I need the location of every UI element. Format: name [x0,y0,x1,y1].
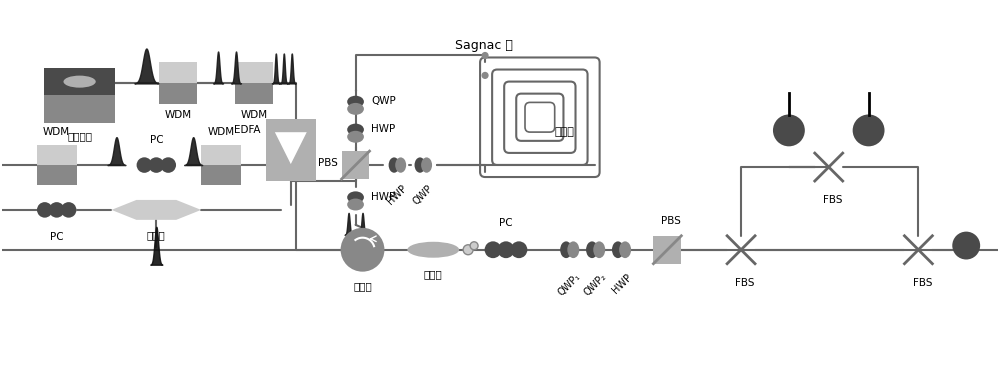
Text: WDM: WDM [43,127,70,137]
Circle shape [137,157,152,173]
Circle shape [485,241,501,258]
Ellipse shape [347,131,364,143]
Bar [235,83,273,104]
Text: HWP: HWP [371,124,396,134]
Circle shape [481,52,489,59]
Text: Sagnac 环: Sagnac 环 [455,39,513,52]
Bar [653,236,681,264]
Bar [159,62,197,83]
Text: HWP: HWP [610,272,633,295]
Polygon shape [860,130,877,145]
Ellipse shape [567,241,579,258]
Text: 延时线: 延时线 [147,230,166,240]
Ellipse shape [612,241,624,258]
Text: WDM: WDM [240,110,268,120]
Bar [159,83,197,104]
Ellipse shape [347,191,364,203]
Bar [235,62,273,83]
Text: HWP: HWP [386,183,409,206]
Ellipse shape [63,76,96,88]
Ellipse shape [593,241,605,258]
Text: FBS: FBS [913,278,932,288]
Ellipse shape [347,103,364,115]
Circle shape [37,202,53,218]
Circle shape [498,241,514,258]
Polygon shape [959,246,974,258]
Circle shape [160,157,176,173]
Text: EDFA: EDFA [234,125,261,135]
Text: FBS: FBS [823,195,842,205]
Text: WDM: WDM [208,127,235,137]
Polygon shape [780,130,798,145]
Bar [44,68,115,95]
Text: QWP₁: QWP₁ [557,272,583,298]
Ellipse shape [619,241,631,258]
Text: PC: PC [150,135,163,145]
Circle shape [149,157,164,173]
Ellipse shape [421,157,432,173]
Text: PC: PC [499,218,513,228]
Circle shape [463,245,473,255]
Bar [201,165,241,185]
Circle shape [481,72,489,79]
Ellipse shape [586,241,598,258]
Ellipse shape [415,157,425,173]
Text: PBS: PBS [318,158,338,168]
Bar [201,145,241,165]
Circle shape [49,202,64,218]
Circle shape [511,241,527,258]
Bar [37,165,77,185]
Bar [342,151,369,179]
Polygon shape [275,132,307,164]
Text: 滤波器: 滤波器 [424,270,443,280]
Ellipse shape [395,157,406,173]
Text: FBS: FBS [735,278,755,288]
Circle shape [853,115,885,146]
Text: QWP: QWP [371,96,396,106]
Bar [266,119,316,181]
Text: QWP₂: QWP₂ [583,272,609,298]
Circle shape [61,202,76,218]
Bar [37,145,77,165]
Ellipse shape [389,157,400,173]
Text: QWP: QWP [412,183,435,207]
Text: PC: PC [50,232,64,242]
Circle shape [952,232,980,260]
Circle shape [341,228,384,272]
Bar [44,95,115,123]
Polygon shape [111,200,201,220]
Ellipse shape [560,241,572,258]
Ellipse shape [347,199,364,211]
Text: 脉冲激光: 脉冲激光 [67,131,92,141]
Text: 环形器: 环形器 [353,282,372,292]
Circle shape [773,115,805,146]
Ellipse shape [347,124,364,135]
Text: 硒波导: 硒波导 [555,127,575,137]
Text: PBS: PBS [661,216,681,226]
Text: HWP: HWP [371,192,396,202]
Ellipse shape [407,242,459,258]
Ellipse shape [347,96,364,108]
Circle shape [470,242,478,250]
Text: WDM: WDM [165,110,192,120]
